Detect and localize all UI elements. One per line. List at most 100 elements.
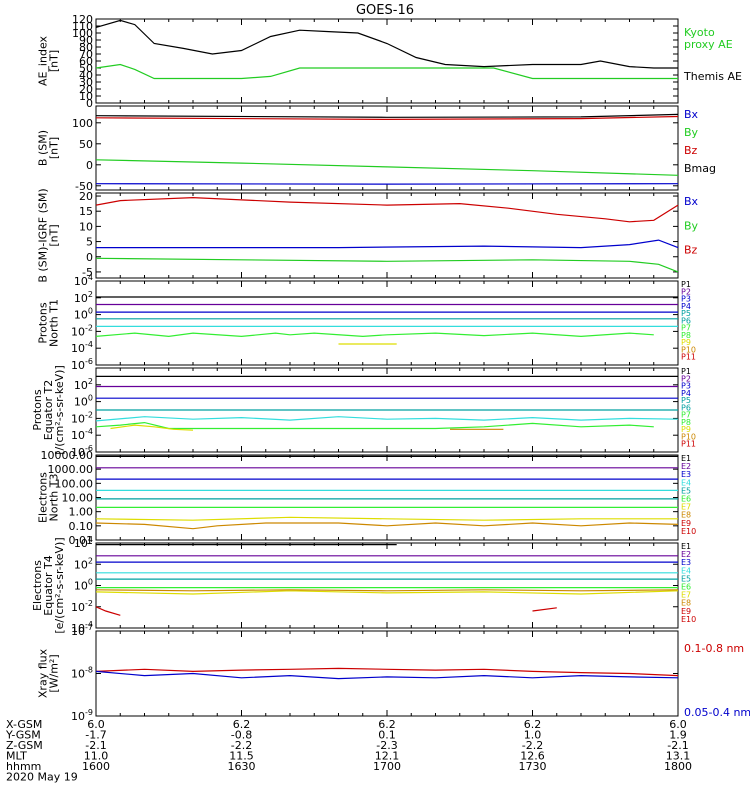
y-tick-label: 100	[74, 307, 93, 322]
y-tick-label: 10-2	[71, 599, 93, 614]
x-row-value: 1730	[519, 760, 547, 773]
y-tick-label: 10-2	[71, 323, 93, 338]
x-row-value: -1.7	[85, 729, 106, 742]
y-tick-label: 20	[79, 190, 93, 203]
y-tick-label: 10000.00	[41, 449, 94, 462]
x-row-value: -2.2	[522, 739, 543, 752]
panel-frame	[95, 280, 679, 366]
legend-entry: E2	[681, 550, 691, 559]
x-row-value: 1630	[228, 760, 256, 773]
x-row-value: -0.8	[231, 729, 252, 742]
legend-entry: E9	[681, 607, 691, 616]
series-line-0-05-0-4-nm	[95, 670, 679, 680]
legend-entry: E8	[681, 511, 691, 520]
y-tick-label: 10-9	[71, 708, 93, 723]
series-line-p7	[95, 332, 654, 338]
y-tick-label: 100	[74, 578, 93, 593]
y-axis-label: North T3	[48, 474, 61, 522]
legend-entry: P8	[681, 331, 691, 340]
x-row-value: 1.0	[524, 729, 542, 742]
y-axis-label: Electrons	[31, 560, 44, 611]
y-tick-label: 50	[79, 138, 93, 151]
x-axis-annotation: X-GSM 6.0 6.2 6.2 6.2 6.0 Y-GSM -1.7 -0.8 0.1 1.0 1…	[5, 718, 692, 784]
y-tick-label: 102	[74, 377, 93, 392]
legend-entry: E7	[681, 503, 691, 512]
y-tick-label: 15	[79, 205, 93, 218]
y-tick-label: 0	[86, 159, 93, 172]
legend-entry: Bmag	[684, 162, 716, 175]
x-row-value: 11.0	[84, 750, 109, 763]
series-line-0-1-0-8-nm	[95, 667, 679, 677]
y-tick-label: 10-7	[71, 623, 93, 638]
y-tick-label: 100	[74, 394, 93, 409]
legend-entry: P11	[681, 353, 696, 362]
x-row-label: MLT	[6, 750, 27, 763]
series-line-p6	[95, 416, 679, 422]
y-tick-label: 10.00	[62, 492, 94, 505]
series-line-bz	[95, 115, 679, 121]
legend-entry: proxy AE	[684, 38, 733, 51]
legend-entry: Themis AE	[683, 70, 742, 83]
legend-entry: P5	[681, 309, 691, 318]
y-tick-label: 30	[79, 76, 93, 89]
legend-entry: P2	[681, 287, 691, 296]
x-row-value: -2.2	[231, 739, 252, 752]
y-tick-label: 100	[72, 117, 93, 130]
x-row-value: 6.2	[378, 718, 396, 731]
x-row-value: 1800	[664, 760, 692, 773]
y-axis-label: Electrons	[37, 472, 50, 523]
legend-entry: E9	[681, 519, 691, 528]
y-axis-label: North T1	[48, 299, 61, 347]
legend-entry: Bz	[684, 244, 698, 257]
legend-entry: E1	[681, 454, 691, 463]
y-tick-label: 102	[74, 556, 93, 571]
series-line-e7	[95, 590, 679, 595]
series-line-bx	[96, 239, 679, 249]
y-tick-label: 5	[86, 236, 93, 249]
plot-title: GOES-16	[356, 3, 414, 18]
series-line-e9	[95, 606, 121, 616]
x-row-value: 6.0	[669, 718, 687, 731]
legend-entry: By	[684, 219, 699, 232]
legend-entry: P6	[681, 403, 691, 412]
y-tick-label: 80	[79, 41, 93, 54]
x-row-value: 1600	[82, 760, 110, 773]
series-line-p7	[95, 421, 654, 430]
x-row-value: 1.9	[669, 729, 687, 742]
x-row-value: -2.1	[85, 739, 106, 752]
y-tick-label: 50	[79, 62, 93, 75]
x-row-value: -2.1	[667, 739, 688, 752]
legend-entry: P7	[681, 411, 691, 420]
legend-entry: P4	[681, 389, 691, 398]
panel-xray: 10-9 10-8 10-7 Xray flux[W/m²] 0.1-0.8 nm 0.0…	[37, 623, 750, 723]
y-tick-label: 20	[79, 83, 93, 96]
x-row-label: X-GSM	[6, 718, 42, 731]
x-row-label: Y-GSM	[5, 729, 41, 742]
y-tick-label: 10-4	[71, 427, 93, 442]
y-axis-label: Protons	[31, 389, 44, 430]
legend-entry: E4	[681, 478, 691, 487]
y-axis-label: [/(cm²-s-sr-keV)]	[53, 365, 66, 455]
legend-entry: P10	[681, 345, 696, 354]
y-tick-label: 0.01	[69, 534, 94, 547]
y-axis-label: B (SM)	[37, 130, 50, 166]
y-axis-label: Xray flux	[37, 648, 50, 698]
legend-entry: E8	[681, 599, 691, 608]
panels: 0102030405060708090100110120AE_index[nT]…	[31, 13, 750, 723]
y-axis-label: [nT]	[48, 50, 61, 72]
y-axis-label: Equator T4	[42, 555, 55, 615]
y-axis-label: Protons	[37, 302, 50, 343]
y-tick-label: 0	[86, 251, 93, 264]
y-axis-label: [nT]	[48, 224, 61, 246]
legend-entry: E5	[681, 574, 691, 583]
series-line-bmag	[95, 113, 679, 118]
y-tick-label: 104	[74, 535, 93, 550]
y-tick-label: 0.10	[69, 520, 94, 533]
x-row-value: 1700	[373, 760, 401, 773]
legend-entry: P1	[681, 280, 691, 289]
series-line-by	[95, 159, 679, 176]
legend-entry: P8	[681, 418, 691, 427]
y-tick-label: 60	[79, 55, 93, 68]
